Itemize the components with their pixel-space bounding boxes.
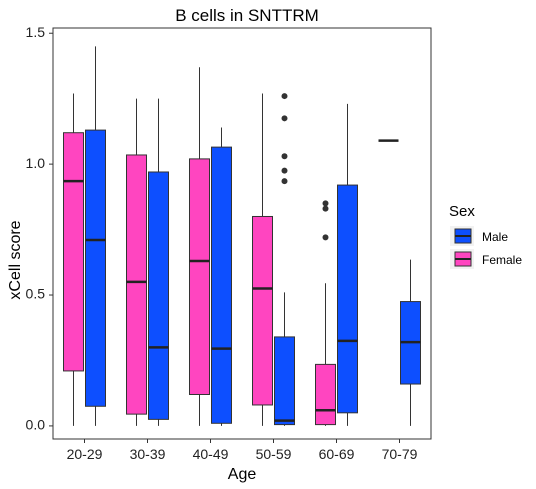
x-tick-label: 50-59 xyxy=(256,446,292,462)
y-tick-label: 1.5 xyxy=(26,24,46,40)
y-tick-label: 1.0 xyxy=(26,155,46,171)
chart-title: B cells in SNTTRM xyxy=(175,6,319,25)
x-tick-label: 40-49 xyxy=(193,446,229,462)
x-tick-label: 60-69 xyxy=(319,446,355,462)
box-male-30-39-box xyxy=(148,171,169,420)
y-axis-title: xCell score xyxy=(7,220,24,299)
boxes-layer xyxy=(63,46,421,426)
y-tick-label: 0.5 xyxy=(26,286,46,302)
box-male-50-59-outlier xyxy=(281,167,288,174)
legend-title: Sex xyxy=(449,203,475,220)
box-female-40-49-box xyxy=(189,158,210,395)
plot-panel xyxy=(52,27,432,440)
y-axis: 0.0 0.5 1.0 1.5 xyxy=(26,24,53,433)
legend-label-male: Male xyxy=(482,230,508,244)
x-axis: 20-29 30-39 40-49 50-59 60-69 70-79 xyxy=(67,439,418,462)
box-female-60-69-outlier xyxy=(322,234,329,241)
box-male-20-29-box xyxy=(85,129,106,407)
box-male-60-69-box xyxy=(337,184,358,414)
x-tick-label: 20-29 xyxy=(67,446,103,462)
box-female-60-69-outlier xyxy=(322,200,329,207)
box-female-50-59-box xyxy=(252,215,273,406)
x-tick-label: 70-79 xyxy=(382,446,418,462)
box-male-40-49-box xyxy=(211,146,232,424)
box-female-60-69-outlier xyxy=(322,205,329,212)
x-tick-label: 30-39 xyxy=(130,446,166,462)
box-male-50-59-box xyxy=(274,336,295,426)
box-male-50-59-outlier xyxy=(281,178,288,185)
box-female-30-39-box xyxy=(126,154,147,415)
box-female-60-69-box xyxy=(315,363,336,426)
box-male-50-59-outlier xyxy=(281,153,288,160)
box-male-50-59-outlier xyxy=(281,93,288,100)
box-male-50-59-outlier xyxy=(281,115,288,122)
x-axis-title: Age xyxy=(228,466,257,483)
y-tick-label: 0.0 xyxy=(26,417,46,433)
box-female-20-29-box xyxy=(63,132,84,372)
legend-label-female: Female xyxy=(482,253,522,267)
legend: Sex Male Female xyxy=(449,203,522,269)
